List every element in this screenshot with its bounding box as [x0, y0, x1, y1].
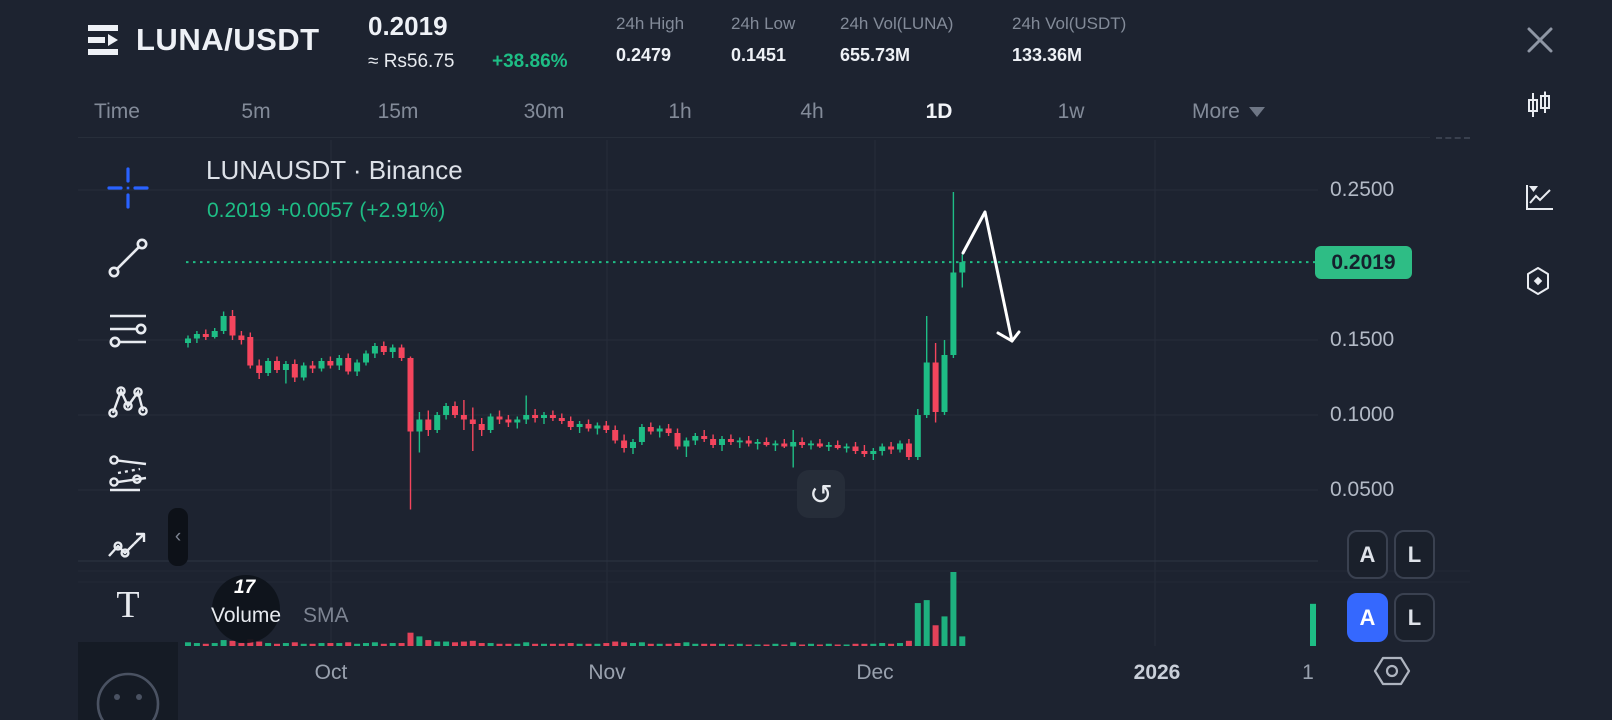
close-icon[interactable] [1524, 24, 1556, 56]
tab-5m[interactable]: 5m [241, 100, 271, 123]
tab-time[interactable]: Time [94, 100, 140, 123]
indicators-icon[interactable] [1524, 183, 1554, 212]
emoji-tool-button[interactable] [78, 642, 178, 720]
stat-24h-low: 24h Low 0.1451 [731, 14, 795, 66]
more-label: More [1192, 100, 1240, 123]
time-axis-label-oct: Oct [314, 661, 348, 684]
stat-value: 655.73M [840, 45, 911, 65]
last-price: 0.2019 [368, 11, 448, 41]
horizontal-lines-tool-icon[interactable] [106, 308, 150, 352]
stat-label: 24h Vol(LUNA) [840, 14, 954, 33]
trend-line-tool-icon[interactable] [106, 236, 150, 280]
time-axis-label-nov: Nov [588, 661, 626, 684]
stat-value: 133.36M [1012, 45, 1083, 65]
badge-count: 17 [234, 577, 256, 598]
stat-value: 0.2479 [616, 45, 672, 65]
tabs-separator-dashed [1436, 137, 1470, 139]
drawings-count-badge[interactable] [212, 575, 280, 643]
volume-pane-l-button[interactable]: L [1394, 593, 1435, 642]
tab-30m[interactable]: 30m [523, 100, 565, 123]
token-hexagon-icon[interactable] [1524, 266, 1552, 296]
indicator-param[interactable]: SMA [303, 604, 349, 627]
text-tool-icon[interactable]: T [106, 583, 150, 627]
tab-15m[interactable]: 15m [377, 100, 419, 123]
tab-1d-active[interactable]: 1D [925, 100, 953, 123]
stat-label: 24h Vol(USDT) [1012, 14, 1127, 33]
volume-pane-a-button-active[interactable]: A [1347, 593, 1388, 642]
change-24h: +38.86% [492, 51, 568, 72]
time-axis-label-dec: Dec [856, 661, 894, 684]
main-pane-a-button[interactable]: A [1347, 530, 1388, 579]
crosshair-tool-icon[interactable] [106, 166, 150, 210]
fiat-price: ≈ Rs56.75 [368, 51, 455, 72]
toolbar-collapse-handle[interactable]: ‹ [168, 508, 188, 566]
tabs-separator [78, 137, 1430, 138]
exchange-logo-icon[interactable] [88, 22, 122, 58]
tab-more[interactable]: More [1192, 100, 1265, 124]
smiley-icon [96, 672, 160, 720]
xabcd-pattern-tool-icon[interactable] [106, 380, 150, 424]
price-axis-label: 0.0500 [1330, 478, 1395, 501]
stat-value: 0.1451 [731, 45, 787, 65]
stat-24h-vol-luna: 24h Vol(LUNA) 655.73M [840, 14, 953, 66]
svg-text:T: T [116, 584, 139, 626]
pair-title: LUNA/USDT [136, 22, 320, 57]
chevron-down-icon [1248, 107, 1265, 117]
reload-icon: ↺ [809, 478, 833, 510]
stat-label: 24h Low [731, 14, 796, 33]
stat-label: 24h High [616, 14, 685, 33]
main-pane-l-button[interactable]: L [1394, 530, 1435, 579]
tab-4h[interactable]: 4h [800, 100, 824, 123]
chart-legend-symbol[interactable]: LUNAUSDT · Binance [206, 155, 463, 185]
arrow-wave-tool-icon[interactable] [106, 521, 150, 565]
stat-24h-high: 24h High 0.2479 [616, 14, 684, 66]
chart-legend-change: 0.2019 +0.0057 (+2.91%) [207, 199, 446, 222]
tab-1w[interactable]: 1w [1057, 100, 1085, 123]
time-axis-label-1: 1 [1302, 661, 1314, 684]
price-axis-label: 0.2500 [1330, 178, 1395, 201]
time-axis-label-2026: 2026 [1133, 661, 1181, 684]
axis-settings-icon[interactable] [1372, 655, 1412, 687]
current-price-tag: 0.2019 [1315, 246, 1412, 279]
indicator-name[interactable]: Volume [211, 604, 282, 627]
reload-chart-button[interactable]: ↺ [797, 470, 845, 518]
collapse-chevron-icon: ‹ [174, 526, 182, 547]
chart-style-candles-icon[interactable] [1524, 91, 1554, 119]
parallel-channel-tool-icon[interactable] [106, 451, 150, 495]
tab-1h[interactable]: 1h [668, 100, 692, 123]
price-axis-label: 0.1500 [1330, 328, 1395, 351]
stat-24h-vol-usdt: 24h Vol(USDT) 133.36M [1012, 14, 1126, 66]
price-axis-label: 0.1000 [1330, 403, 1395, 426]
